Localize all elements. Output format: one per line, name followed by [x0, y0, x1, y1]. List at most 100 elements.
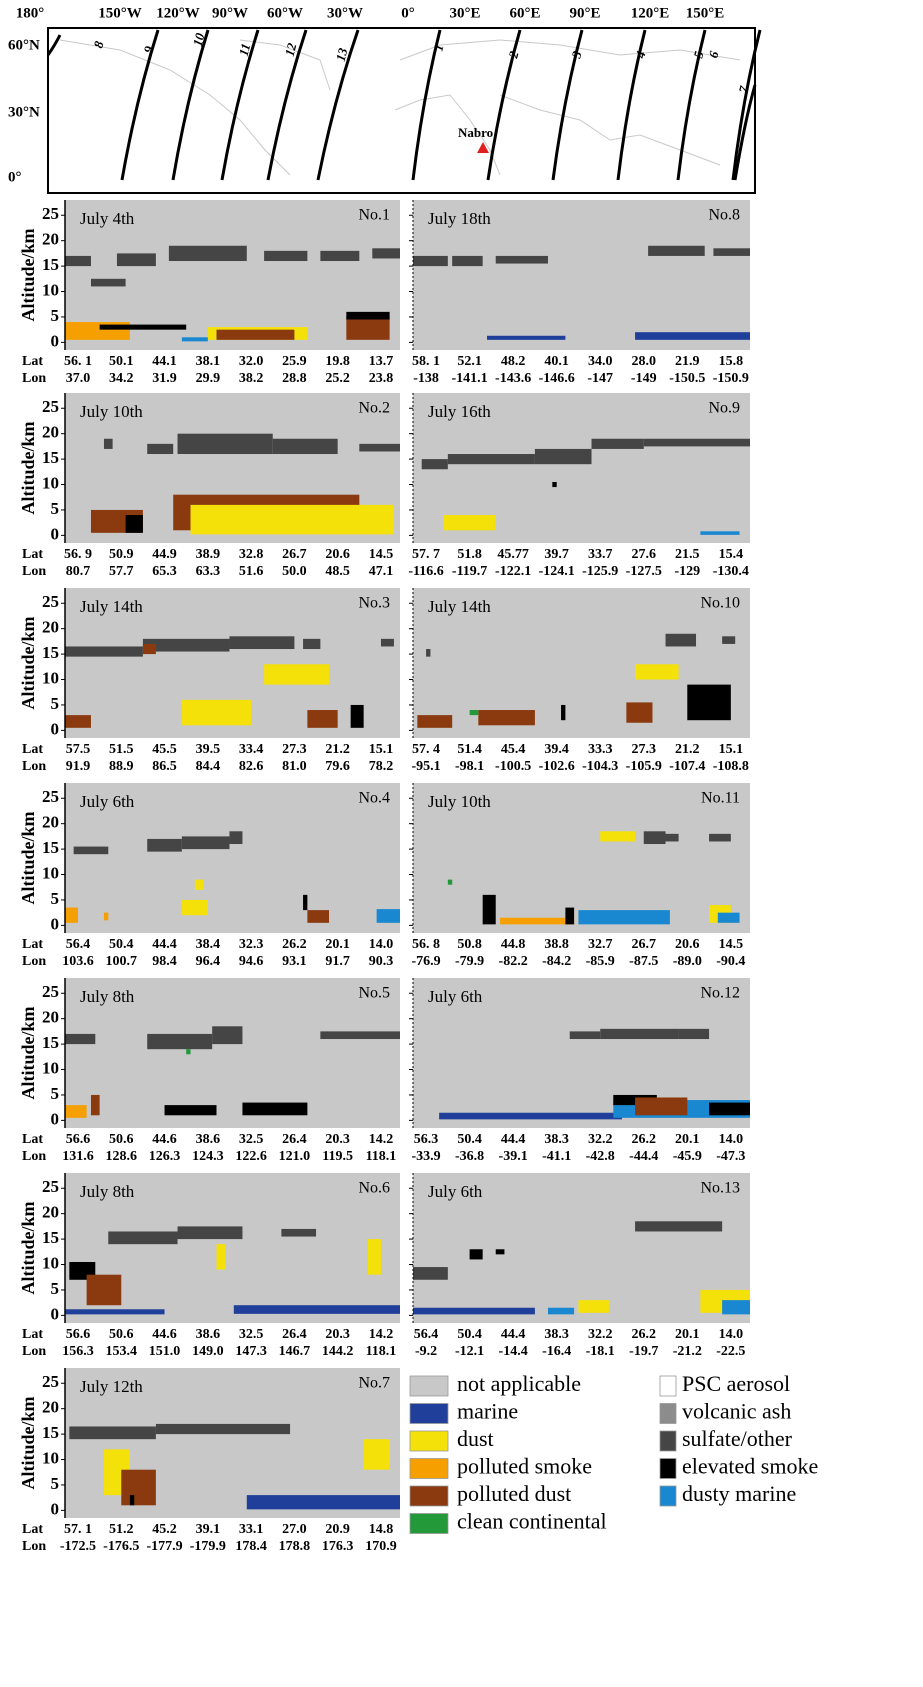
lat-label: 20.6: [675, 937, 700, 952]
y-tick-label: 0: [51, 914, 60, 933]
lat-label: 56.4: [66, 937, 91, 952]
y-tick-label: 5: [51, 1474, 60, 1493]
lat-label: 40.1: [544, 354, 569, 369]
lon-label: 118.1: [366, 1149, 397, 1164]
aerosol-layer: [142, 643, 156, 655]
aerosol-layer: [147, 1033, 213, 1050]
lon-label: 25.2: [325, 371, 350, 386]
lon-label: -95.1: [411, 759, 440, 774]
legend-label: not applicable: [457, 1371, 581, 1396]
lat-label: 26.2: [632, 1327, 657, 1342]
lat-label: 15.4: [719, 547, 744, 562]
lon-label: -47.3: [716, 1149, 745, 1164]
lon-label: -79.9: [455, 954, 484, 969]
map-y-label: 0°: [8, 169, 22, 185]
y-tick-label: 10: [42, 280, 59, 299]
lon-label: -116.6: [408, 564, 443, 579]
lon-label: 82.6: [239, 759, 264, 774]
aerosol-layer: [99, 324, 187, 330]
lon-label: 124.3: [192, 1149, 224, 1164]
lon-title: Lon: [22, 1539, 46, 1554]
aerosol-layer: [665, 633, 697, 647]
legend-label: polluted dust: [457, 1481, 571, 1506]
aerosol-layer: [380, 638, 394, 647]
aerosol-layer: [142, 638, 230, 652]
lon-label: 29.9: [196, 371, 221, 386]
y-tick-label: 25: [42, 1372, 59, 1391]
lon-label: 153.4: [106, 1344, 138, 1359]
legend-label: clean continental: [457, 1509, 607, 1534]
aerosol-layer: [500, 917, 575, 925]
lon-label: -42.8: [586, 1149, 615, 1164]
lon-label: 38.2: [239, 371, 264, 386]
lat-label: 38.3: [544, 1132, 569, 1147]
track-label: 1: [430, 43, 446, 53]
track-label: 4: [632, 49, 649, 61]
lat-label: 38.8: [544, 937, 569, 952]
lon-label: -125.9: [582, 564, 618, 579]
aerosol-layer: [626, 702, 653, 723]
orbit-track: [120, 29, 160, 181]
legend-swatch: [409, 1485, 449, 1507]
lon-label: -33.9: [411, 1149, 440, 1164]
panel-date: July 16th: [428, 402, 491, 421]
lon-label: -102.6: [539, 759, 575, 774]
lat-label: 33.1: [239, 1522, 264, 1537]
panel-number: No.10: [700, 595, 740, 612]
aerosol-layer: [643, 438, 750, 447]
volcano-marker: [477, 142, 489, 153]
lon-title: Lon: [22, 1344, 46, 1359]
lat-label: 14.5: [369, 547, 394, 562]
aerosol-layer: [168, 245, 247, 262]
aerosol-layer: [212, 1026, 243, 1045]
lat-label: 44.4: [501, 1132, 526, 1147]
aerosol-layer: [65, 715, 91, 728]
lon-label: -130.4: [713, 564, 749, 579]
map-x-label: 120°E: [631, 5, 670, 21]
lat-label: 15.1: [719, 742, 744, 757]
lon-label: 147.3: [235, 1344, 267, 1359]
lon-label: 121.0: [279, 1149, 311, 1164]
lat-title: Lat: [22, 1327, 43, 1342]
lon-label: 100.7: [106, 954, 138, 969]
y-tick-label: 15: [42, 255, 59, 274]
orbit-track: [316, 29, 360, 181]
map-frame: [47, 27, 756, 194]
map-y-label: 60°N: [8, 37, 40, 53]
aerosol-layer: [350, 704, 364, 728]
aerosol-layer: [194, 879, 204, 890]
panel-date: July 8th: [80, 1182, 135, 1201]
aerosol-layer: [413, 255, 448, 267]
aerosol-layer: [447, 454, 535, 465]
lat-label: 56. 8: [412, 937, 440, 952]
lat-label: 51.5: [109, 742, 134, 757]
lon-label: 176.3: [322, 1539, 354, 1554]
lat-label: 48.2: [501, 354, 526, 369]
lon-label: -129: [674, 564, 700, 579]
y-tick-label: 25: [42, 592, 59, 611]
lat-label: 14.5: [719, 937, 744, 952]
aerosol-layer: [413, 1267, 448, 1280]
lon-label: -141.1: [452, 371, 488, 386]
track-label: 7: [735, 84, 751, 95]
aerosol-layer: [469, 1249, 483, 1260]
lon-label: 37.0: [66, 371, 91, 386]
lat-label: 38.6: [196, 1132, 221, 1147]
orbit-track: [616, 29, 647, 181]
lon-label: 86.5: [152, 759, 177, 774]
lon-label: -39.1: [499, 1149, 528, 1164]
orbit-track: [733, 84, 757, 181]
lat-label: 45.5: [152, 742, 177, 757]
lon-label: -14.4: [499, 1344, 528, 1359]
lon-label: 51.6: [239, 564, 264, 579]
aerosol-layer: [709, 833, 731, 842]
y-tick-label: 0: [51, 719, 60, 738]
lat-label: 26.7: [282, 547, 307, 562]
lon-label: 91.9: [66, 759, 91, 774]
panel-background: [413, 1173, 750, 1323]
lat-label: 44.9: [152, 547, 177, 562]
y-tick-label: 20: [42, 1203, 59, 1222]
aerosol-layer: [164, 1105, 217, 1116]
aerosol-layer: [578, 910, 670, 925]
